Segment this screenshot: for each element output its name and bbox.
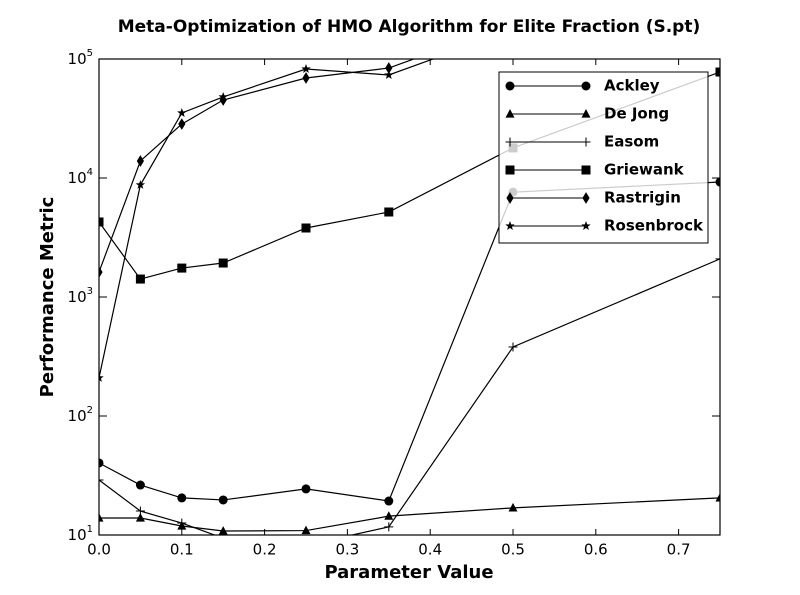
y-tick-label: 104 — [68, 167, 93, 187]
legend-marker — [581, 137, 591, 147]
x-tick-label: 0.5 — [501, 541, 525, 559]
series-line — [99, 71, 720, 280]
data-point — [218, 526, 228, 535]
y-tick-label: 102 — [68, 405, 93, 425]
legend-label: Rosenbrock — [604, 217, 704, 235]
data-point — [99, 513, 104, 522]
legend-marker — [505, 109, 515, 118]
data-point — [384, 207, 394, 217]
data-point — [177, 108, 187, 117]
y-axis-label: Performance Metric — [37, 197, 58, 398]
data-point — [135, 506, 145, 516]
legend-marker — [505, 221, 515, 231]
data-point — [302, 72, 310, 84]
data-point — [99, 475, 104, 485]
data-point — [135, 513, 145, 522]
legend-label: Griewank — [604, 161, 685, 179]
data-point — [301, 525, 311, 535]
legend-box — [498, 71, 709, 244]
data-point — [218, 258, 228, 268]
legend-marker — [581, 165, 591, 175]
data-point — [135, 179, 146, 189]
series-line — [99, 59, 435, 379]
data-point — [715, 492, 720, 502]
legend-marker — [505, 165, 515, 175]
x-tick-label: 0.1 — [170, 541, 194, 559]
chart-title: Meta-Optimization of HMO Algorithm for E… — [118, 17, 701, 37]
series-line — [99, 258, 720, 535]
data-point — [715, 67, 720, 77]
x-tick-label: 0.2 — [253, 541, 277, 559]
legend-marker — [505, 81, 515, 91]
legend-marker — [581, 109, 591, 118]
data-point — [135, 274, 145, 284]
data-point — [177, 263, 187, 273]
data-point — [508, 502, 518, 512]
series-line — [99, 59, 416, 273]
x-tick-label: 0.7 — [667, 541, 691, 559]
data-point — [177, 518, 187, 528]
data-point — [301, 484, 311, 494]
data-point — [218, 91, 228, 101]
data-point — [715, 254, 720, 264]
data-point — [178, 118, 186, 130]
data-point — [218, 495, 228, 505]
data-point — [385, 62, 393, 74]
data-point — [715, 177, 720, 187]
x-tick-label: 0.4 — [418, 541, 442, 559]
data-point — [508, 342, 518, 352]
data-point — [384, 511, 394, 520]
data-point — [177, 493, 187, 503]
legend-label: Rastrigin — [604, 189, 681, 207]
y-tick-label: 101 — [68, 524, 93, 544]
data-point — [384, 522, 394, 532]
legend-marker — [582, 192, 590, 204]
data-point — [99, 266, 103, 278]
legend-marker — [505, 137, 515, 147]
data-point — [136, 155, 144, 167]
data-point — [384, 70, 394, 79]
x-tick-label: 0.6 — [584, 541, 608, 559]
data-point — [301, 223, 311, 233]
legend-label: Easom — [604, 133, 659, 151]
data-point — [135, 480, 145, 490]
legend-marker — [506, 192, 514, 204]
data-point — [99, 458, 104, 468]
legend: Ackley De Jong Easom Griewank Rastrigin Rosen… — [498, 71, 709, 244]
data-point — [301, 64, 311, 74]
plot-area — [99, 59, 720, 535]
y-tick-label: 103 — [68, 286, 93, 306]
data-point — [384, 496, 394, 506]
x-axis-label: Parameter Value — [324, 562, 493, 583]
data-point — [99, 372, 104, 382]
series-line — [99, 181, 720, 502]
data-point — [99, 217, 104, 227]
x-tick-label: 0.3 — [335, 541, 359, 559]
legend-label: De Jong — [604, 105, 669, 123]
legend-label: Ackley — [604, 77, 660, 95]
legend-marker — [581, 81, 591, 91]
y-tick-label: 105 — [68, 48, 93, 68]
legend-marker — [581, 221, 591, 231]
x-tick-label: 0.0 — [87, 541, 111, 559]
